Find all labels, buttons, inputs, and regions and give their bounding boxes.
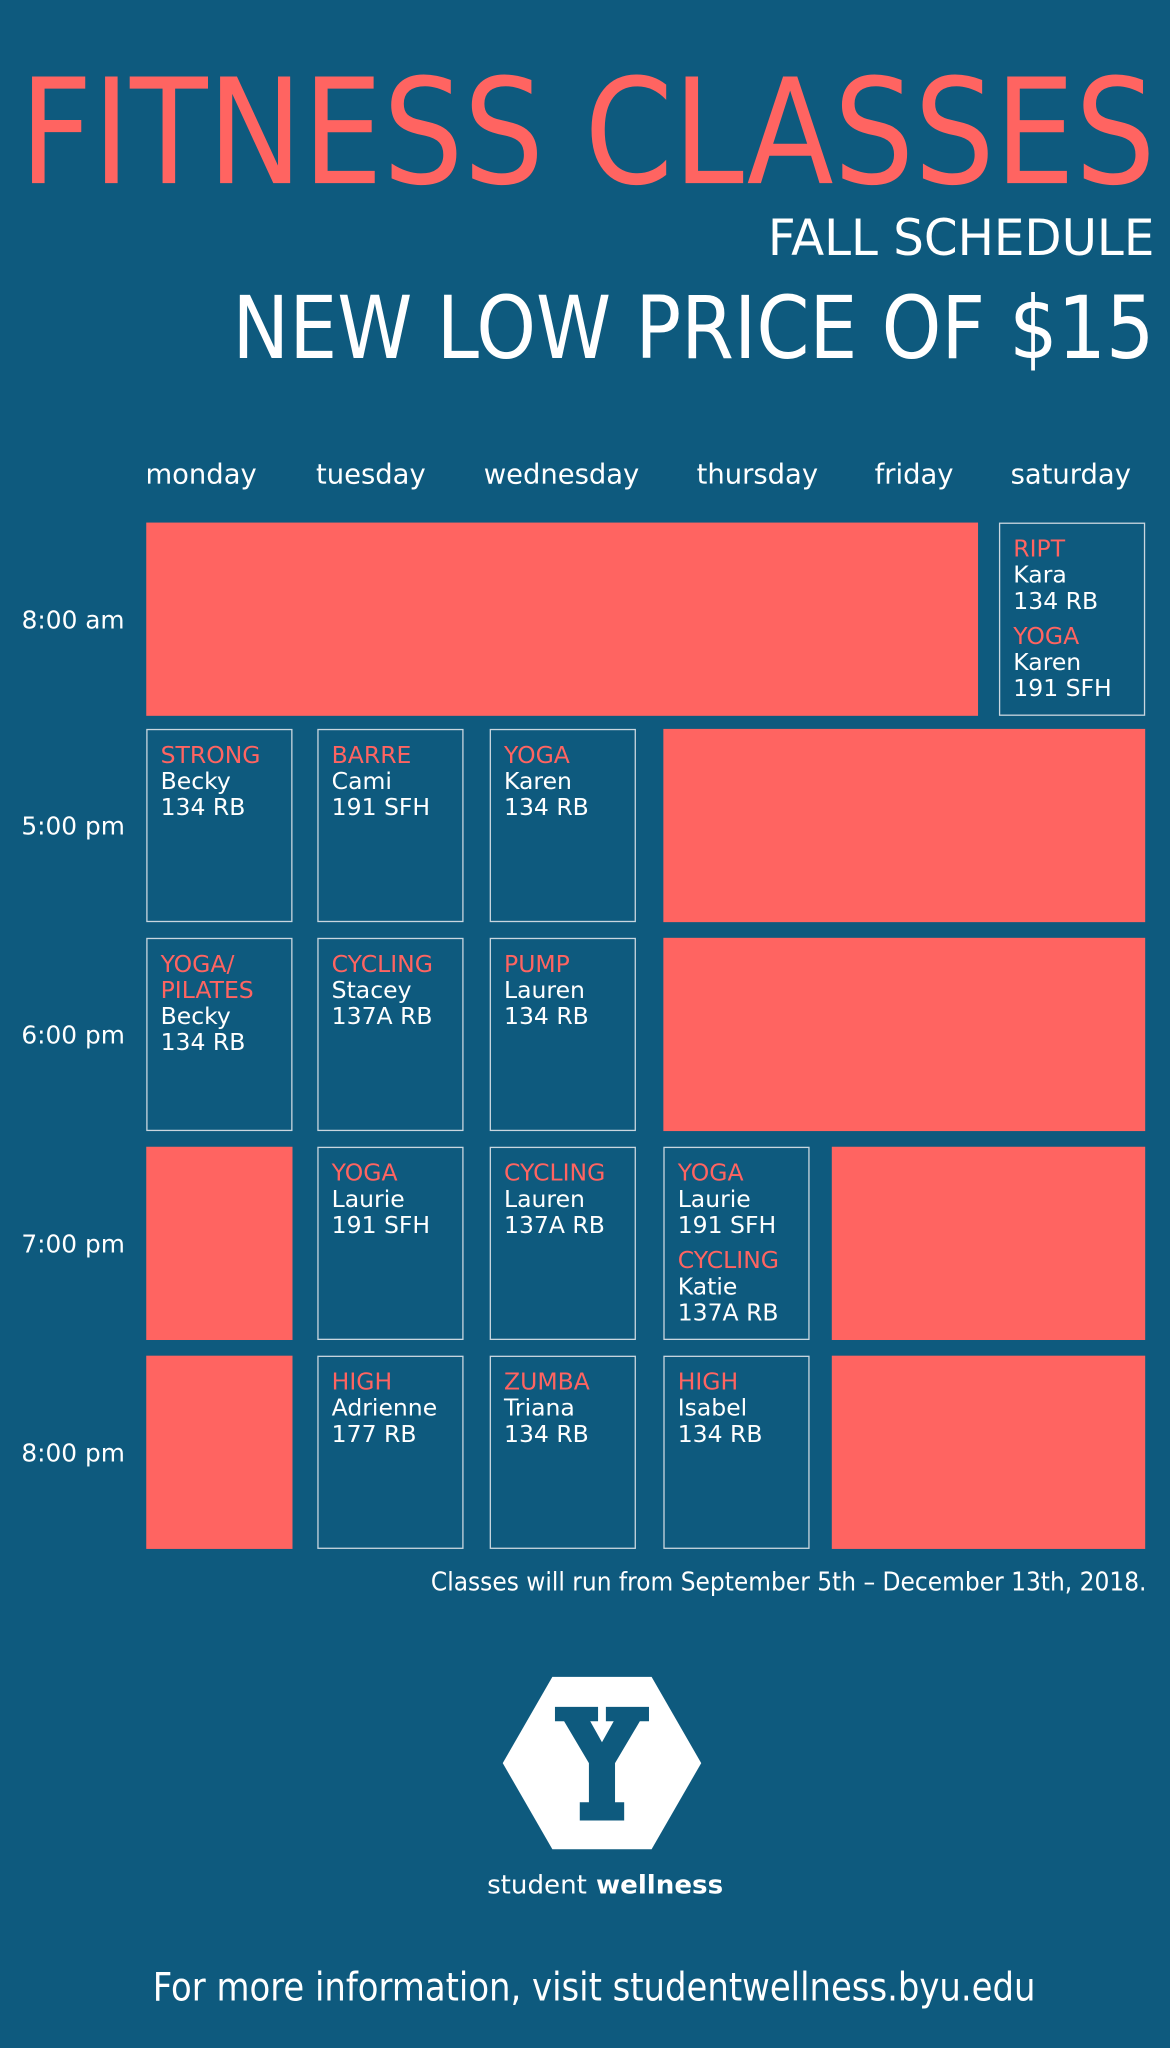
instructor: Triana [503, 1394, 575, 1422]
instructor: Becky [161, 1002, 231, 1030]
class-name: YOGA [331, 1159, 398, 1187]
logo-text: student wellness [487, 1871, 723, 1901]
class-name: CYCLING [678, 1246, 779, 1274]
class-cell [663, 1355, 810, 1549]
class-cell [317, 937, 464, 1132]
day-label: wednesday [484, 459, 640, 490]
empty-block [663, 937, 1146, 1132]
time-label: 5:00 pm [21, 812, 124, 841]
empty-block [146, 522, 979, 716]
instructor: Isabel [678, 1394, 747, 1422]
instructor: Becky [161, 767, 231, 795]
empty-block [146, 1146, 293, 1341]
class-cell [998, 522, 1146, 716]
note: Classes will run from September 5th – De… [431, 1568, 1147, 1598]
class-cell [146, 728, 293, 923]
room: 177 RB [332, 1420, 417, 1448]
room: 137A RB [678, 1298, 779, 1326]
instructor: Lauren [504, 976, 585, 1004]
time-label: 7:00 pm [21, 1230, 124, 1259]
room: 191 SFH [332, 793, 430, 821]
instructor: Cami [332, 767, 392, 795]
instructor: Laurie [332, 1185, 405, 1213]
room: 134 RB [504, 1002, 589, 1030]
title: FITNESS CLASSES [20, 48, 1156, 218]
room: 134 RB [504, 1420, 589, 1448]
class-name: PUMP [504, 950, 570, 978]
logo-word: wellness [596, 1871, 723, 1901]
class-name: CYCLING [504, 1159, 605, 1187]
class-name: HIGH [332, 1368, 392, 1396]
empty-block [831, 1355, 1146, 1549]
schedule: monday tuesday wednesday thursday friday satu… [21, 459, 1146, 1549]
class-name: STRONG [161, 741, 261, 769]
class-name: YOGA [1012, 622, 1079, 650]
logo-y [554, 1706, 649, 1821]
class-name: YOGA [503, 741, 570, 769]
class-name: YOGA [677, 1159, 744, 1187]
day-label: monday [145, 459, 256, 490]
day-label: friday [875, 459, 954, 490]
class-cell [146, 937, 293, 1132]
subtitle: FALL SCHEDULE [768, 209, 1155, 267]
class-name: HIGH [678, 1368, 738, 1396]
room: 134 RB [161, 1028, 246, 1056]
instructor: Karen [504, 767, 572, 795]
room: 134 RB [1013, 587, 1098, 615]
class-name: ZUMBA [504, 1368, 590, 1396]
class-name: PILATES [161, 976, 254, 1004]
time-label: 8:00 pm [21, 1438, 124, 1467]
class-name: BARRE [332, 741, 412, 769]
room: 134 RB [504, 793, 589, 821]
class-name: RIPT [1013, 535, 1065, 563]
logo: student wellness [487, 1676, 723, 1901]
empty-block [831, 1146, 1146, 1341]
instructor: Katie [678, 1272, 738, 1300]
footer: For more information, visit studentwelln… [153, 1966, 1036, 2011]
class-name: YOGA/ [160, 950, 235, 978]
class-name: CYCLING [332, 950, 433, 978]
logo-word: student [487, 1871, 587, 1901]
price: NEW LOW PRICE OF $15 [232, 279, 1154, 379]
room: 137A RB [504, 1211, 605, 1239]
instructor: Adrienne [332, 1394, 437, 1422]
room: 191 SFH [1013, 674, 1111, 702]
class-cell [317, 1355, 464, 1549]
room: 137A RB [332, 1002, 433, 1030]
room: 191 SFH [678, 1211, 776, 1239]
class-cell [489, 1355, 636, 1549]
class-cell [489, 1146, 636, 1341]
day-label: thursday [697, 459, 818, 490]
class-cell [663, 1146, 810, 1341]
room: 134 RB [161, 793, 246, 821]
instructor: Kara [1013, 561, 1066, 589]
instructor: Karen [1013, 648, 1081, 676]
class-cell [489, 937, 636, 1132]
instructor: Lauren [504, 1185, 585, 1213]
day-label: saturday [1011, 459, 1131, 490]
time-label: 6:00 pm [21, 1021, 124, 1050]
empty-block [146, 1355, 293, 1549]
instructor: Stacey [332, 976, 412, 1004]
instructor: Laurie [678, 1185, 751, 1213]
room: 134 RB [678, 1420, 763, 1448]
class-cell [317, 1146, 464, 1341]
empty-block [663, 728, 1146, 923]
day-label: tuesday [316, 459, 426, 490]
class-cell [489, 728, 636, 923]
class-cell [317, 728, 464, 923]
time-label: 8:00 am [22, 605, 125, 634]
room: 191 SFH [332, 1211, 430, 1239]
